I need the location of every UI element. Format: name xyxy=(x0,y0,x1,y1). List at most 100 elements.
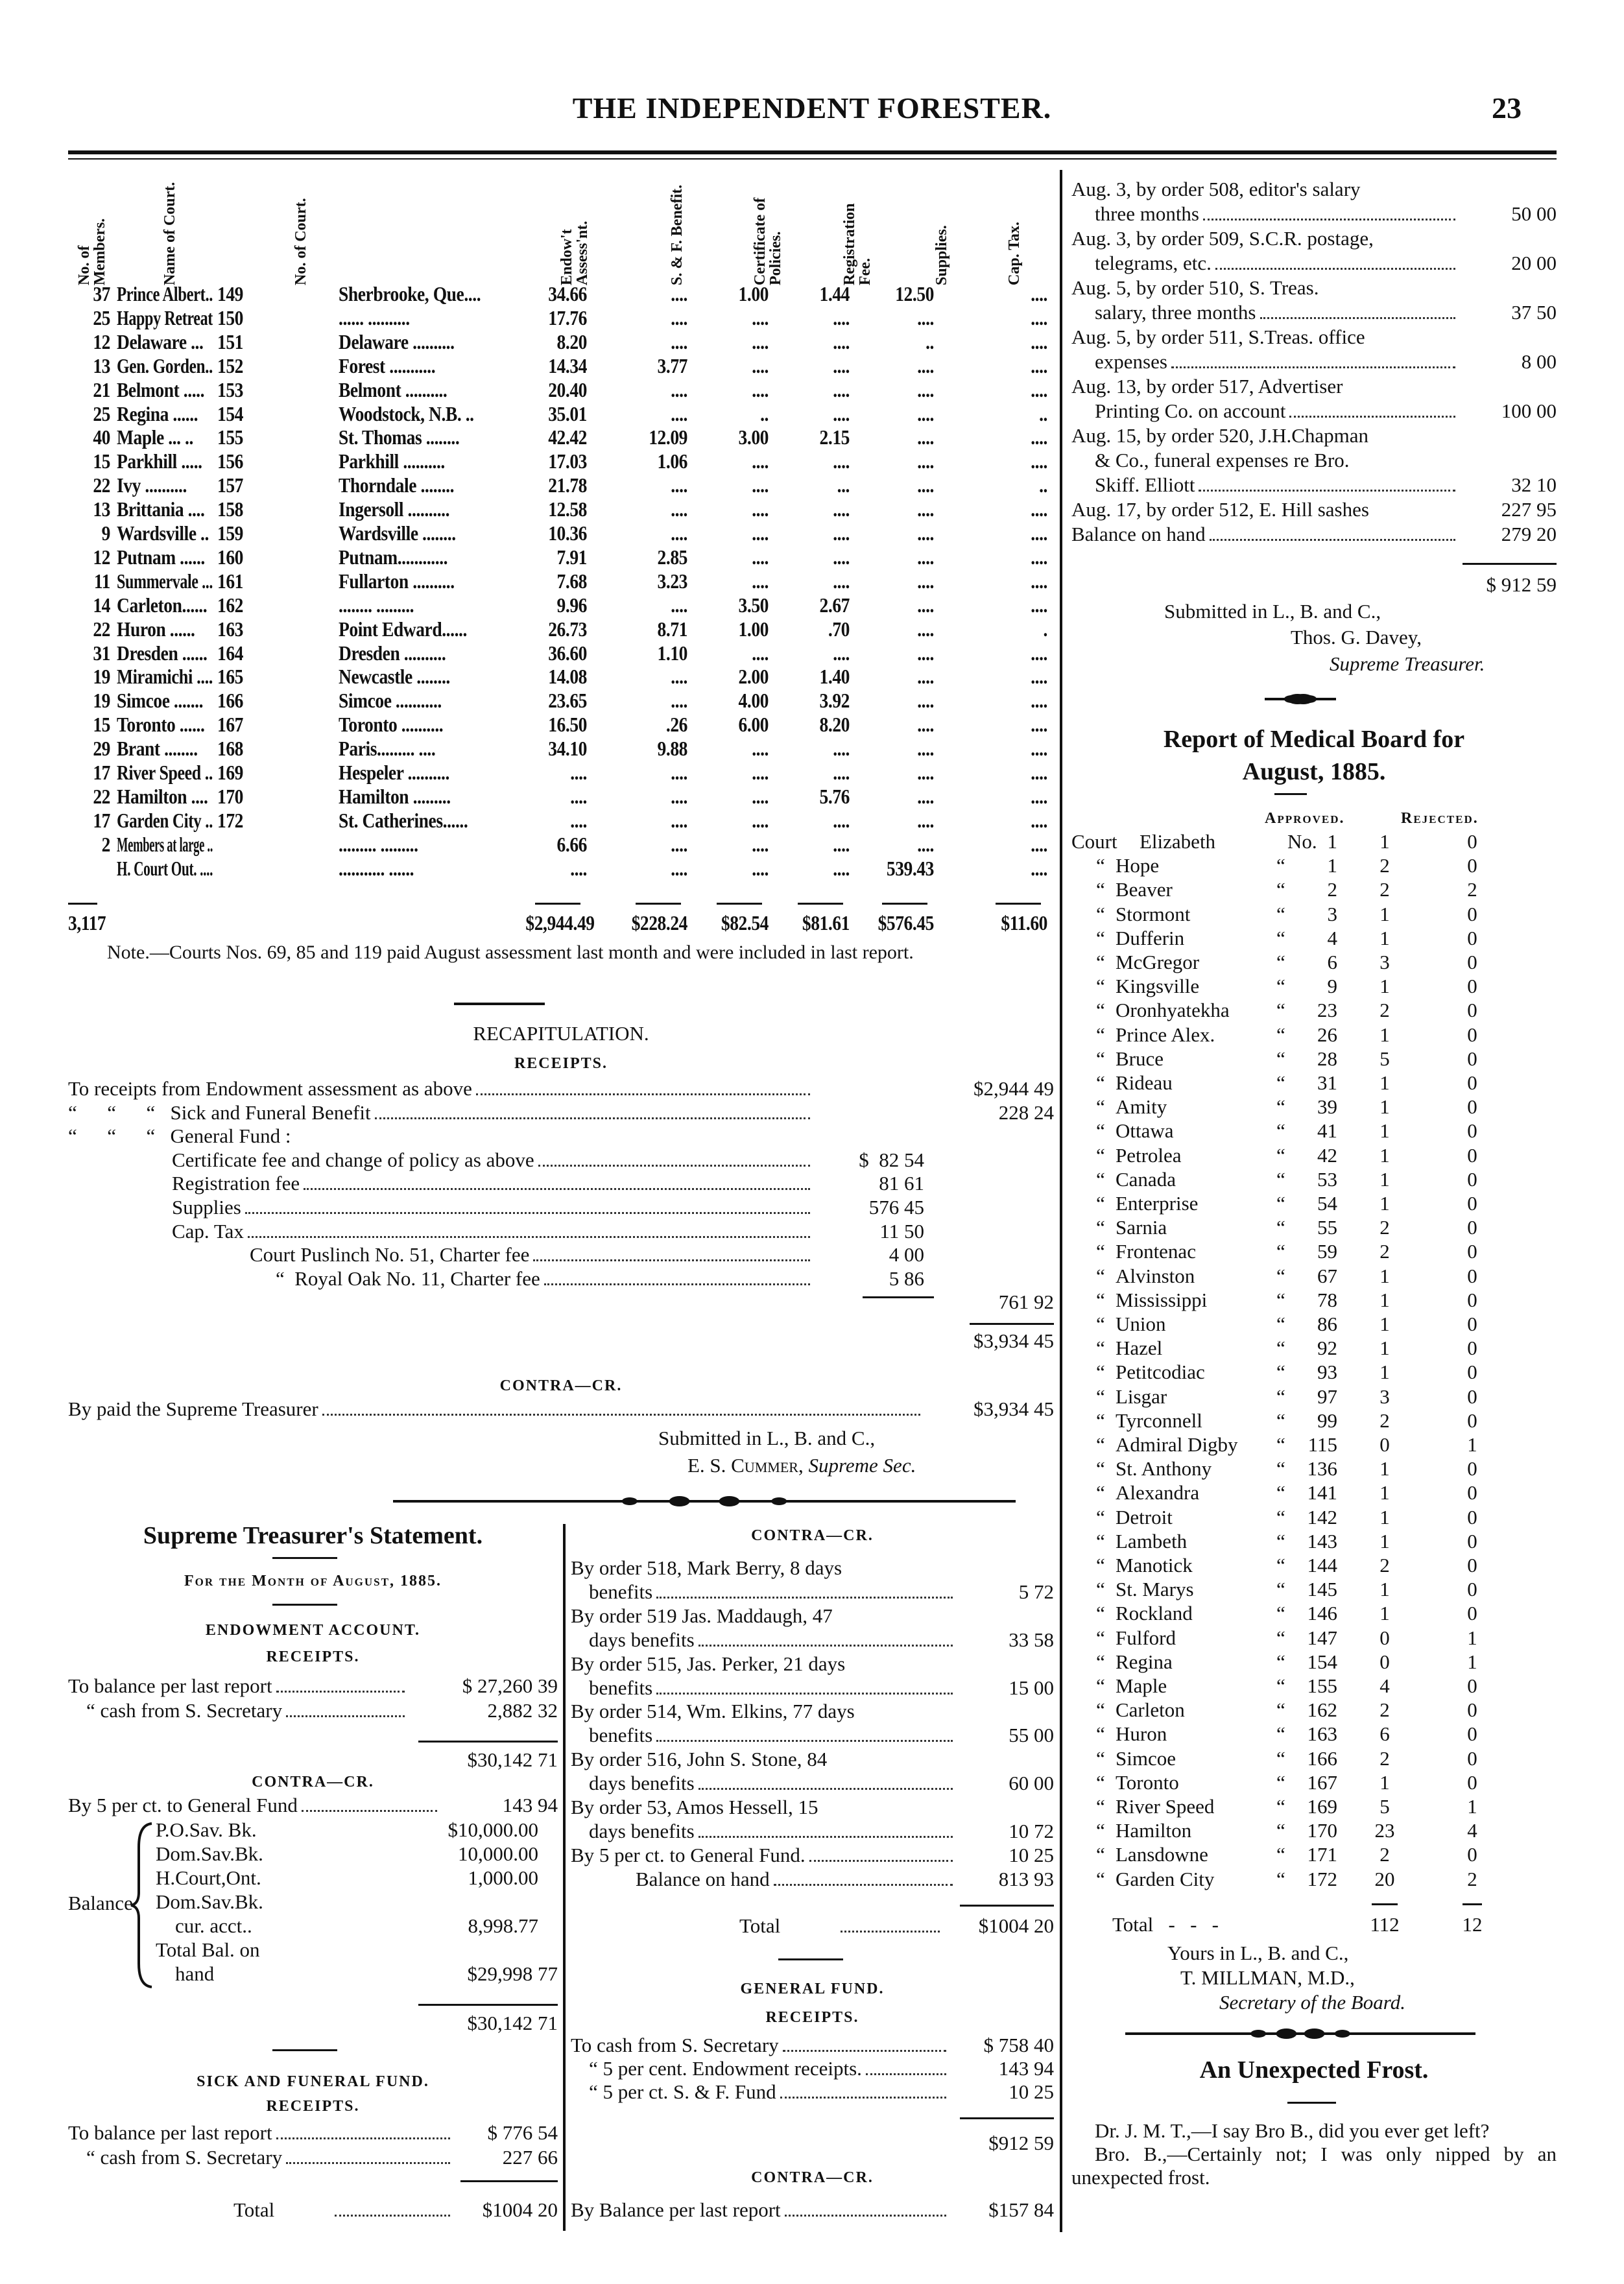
approved-count: 2 xyxy=(1379,1554,1390,1576)
line-amount: 10 25 xyxy=(1009,1843,1054,1866)
ditto-mark: “ xyxy=(1276,1578,1285,1601)
line-amount: 227 95 xyxy=(1501,498,1557,521)
court-number: 143 xyxy=(1307,1529,1338,1552)
ditto-mark: “ xyxy=(1276,1385,1285,1408)
table-cell: 154 xyxy=(217,401,243,425)
court-number: 67 xyxy=(1317,1264,1337,1287)
line-text: Aug. 5, by order 510, S. Treas. xyxy=(1071,276,1319,299)
table-cell: .... xyxy=(752,497,769,521)
court-name: Petrolea xyxy=(1116,1143,1182,1167)
table-cell: 2.67 xyxy=(819,593,850,617)
court-name: Enterprise xyxy=(1116,1192,1199,1215)
table-cell: 17 xyxy=(93,808,110,832)
recap-total-rule xyxy=(970,1323,1054,1325)
table-cell: St. Catherines...... xyxy=(339,808,468,832)
court-number: 53 xyxy=(1317,1167,1337,1191)
court-number: 162 xyxy=(1307,1698,1338,1722)
approved-count: 1 xyxy=(1379,1337,1390,1360)
approved-count: 0 xyxy=(1379,1626,1390,1649)
receipts-total: $30,142 71 xyxy=(467,1748,558,1771)
line-amount: 20 00 xyxy=(1511,252,1557,274)
line-text: “ “ “ General Fund : xyxy=(68,1124,291,1148)
court-name: Detroit xyxy=(1116,1505,1173,1529)
table-cell: .... xyxy=(671,497,687,521)
gf-contra-line: salary, three months 37 50 xyxy=(1071,302,1557,324)
approved-count: 2 xyxy=(1379,1409,1390,1432)
table-cell: 153 xyxy=(217,377,243,401)
table-cell: Ingersoll .......... xyxy=(339,497,450,521)
court-number: 163 xyxy=(1307,1722,1338,1746)
table-cell: .... xyxy=(1031,713,1047,737)
table-total: $81.61 xyxy=(802,911,850,934)
table-cell: 3.23 xyxy=(657,569,688,593)
line-text: Cap. Tax xyxy=(172,1219,244,1243)
line-amount: 143 94 xyxy=(502,1794,558,1816)
short-rule xyxy=(272,1557,337,1559)
table-cell: 2.15 xyxy=(819,425,850,449)
table-cell: .... xyxy=(833,808,850,832)
line-text: Certificate fee and change of policy as … xyxy=(172,1148,534,1171)
table-cell: Prince Albert.. xyxy=(117,282,213,305)
line-text: expenses xyxy=(1095,350,1167,373)
table-cell: Wardsville .. xyxy=(117,521,209,545)
ditto-mark: “ xyxy=(1096,1529,1105,1552)
table-cell: .... xyxy=(752,737,769,761)
dot-leader xyxy=(1260,317,1455,319)
total-rule xyxy=(1372,1903,1398,1905)
ditto-mark: “ xyxy=(1276,1722,1285,1746)
court-number: 3 xyxy=(1327,902,1338,925)
court-number: 155 xyxy=(1307,1674,1338,1697)
table-cell: 26.73 xyxy=(548,617,587,641)
table-cell: .... xyxy=(671,593,687,617)
court-number: 1 xyxy=(1327,830,1338,853)
table-cell: .... xyxy=(1031,449,1047,473)
line-amount: $ 27,260 39 xyxy=(462,1674,558,1697)
dot-leader xyxy=(1199,490,1455,492)
ditto-mark: “ xyxy=(1096,975,1105,998)
table-cell: .... xyxy=(917,593,934,617)
treasurer-title: Supreme Treasurer's Statement. xyxy=(143,1522,483,1549)
table-total: $576.45 xyxy=(878,911,935,934)
sf-contra-line: days benefits 60 00 xyxy=(571,1772,1054,1794)
rejected-count: 0 xyxy=(1467,1529,1477,1552)
table-cell: .... xyxy=(752,856,769,880)
ditto-mark: “ xyxy=(1276,1337,1285,1360)
line-text: Aug. 3, by order 508, editor's salary xyxy=(1071,178,1361,200)
table-column-header: S. & F. Benefit. xyxy=(669,184,686,285)
table-cell: 3.77 xyxy=(657,353,688,377)
court-number: 42 xyxy=(1317,1143,1337,1167)
table-cell: 19 xyxy=(93,689,110,713)
recap-receipts-heading: RECEIPTS. xyxy=(514,1055,608,1072)
ditto-mark: “ xyxy=(1096,1505,1105,1529)
section-ornament xyxy=(1125,2028,1475,2039)
table-cell: .... xyxy=(833,305,850,329)
approved-count: 1 xyxy=(1379,1288,1390,1311)
ditto-mark: “ xyxy=(1096,902,1105,925)
approved-count: 0 xyxy=(1379,1433,1390,1456)
dot-leader xyxy=(809,1859,953,1862)
table-cell: 40 xyxy=(93,425,110,449)
table-cell: 29 xyxy=(93,737,110,761)
approved-count: 1 xyxy=(1379,1192,1390,1215)
table-cell: 150 xyxy=(217,305,243,329)
table-cell: 37 xyxy=(93,282,110,305)
table-cell: 9.96 xyxy=(556,593,588,617)
rejected-count: 0 xyxy=(1467,1770,1477,1794)
approved-count: 1 xyxy=(1379,1529,1390,1552)
table-cell: .... xyxy=(570,808,587,832)
endowment-heading: ENDOWMENT ACCOUNT. xyxy=(205,1622,421,1639)
sf-contra-line: By order 515, Jas. Perker, 21 days xyxy=(571,1652,1054,1675)
ditto-mark: “ xyxy=(1276,975,1285,998)
ditto-mark: “ xyxy=(1096,951,1105,973)
section-ornament xyxy=(393,1496,1016,1506)
ditto-mark: “ xyxy=(1276,1264,1285,1287)
table-cell: Regina ...... xyxy=(117,401,198,425)
table-cell: .... xyxy=(917,353,934,377)
ditto-mark: “ xyxy=(1096,999,1105,1022)
table-cell: 2.85 xyxy=(657,545,688,569)
court-name: Manotick xyxy=(1116,1554,1193,1576)
court-name: River Speed xyxy=(1116,1795,1215,1818)
table-column-header: Certificate of Policies. xyxy=(752,197,784,285)
table-cell: Hamilton .... xyxy=(117,784,208,808)
table-cell: .... xyxy=(1031,665,1047,689)
